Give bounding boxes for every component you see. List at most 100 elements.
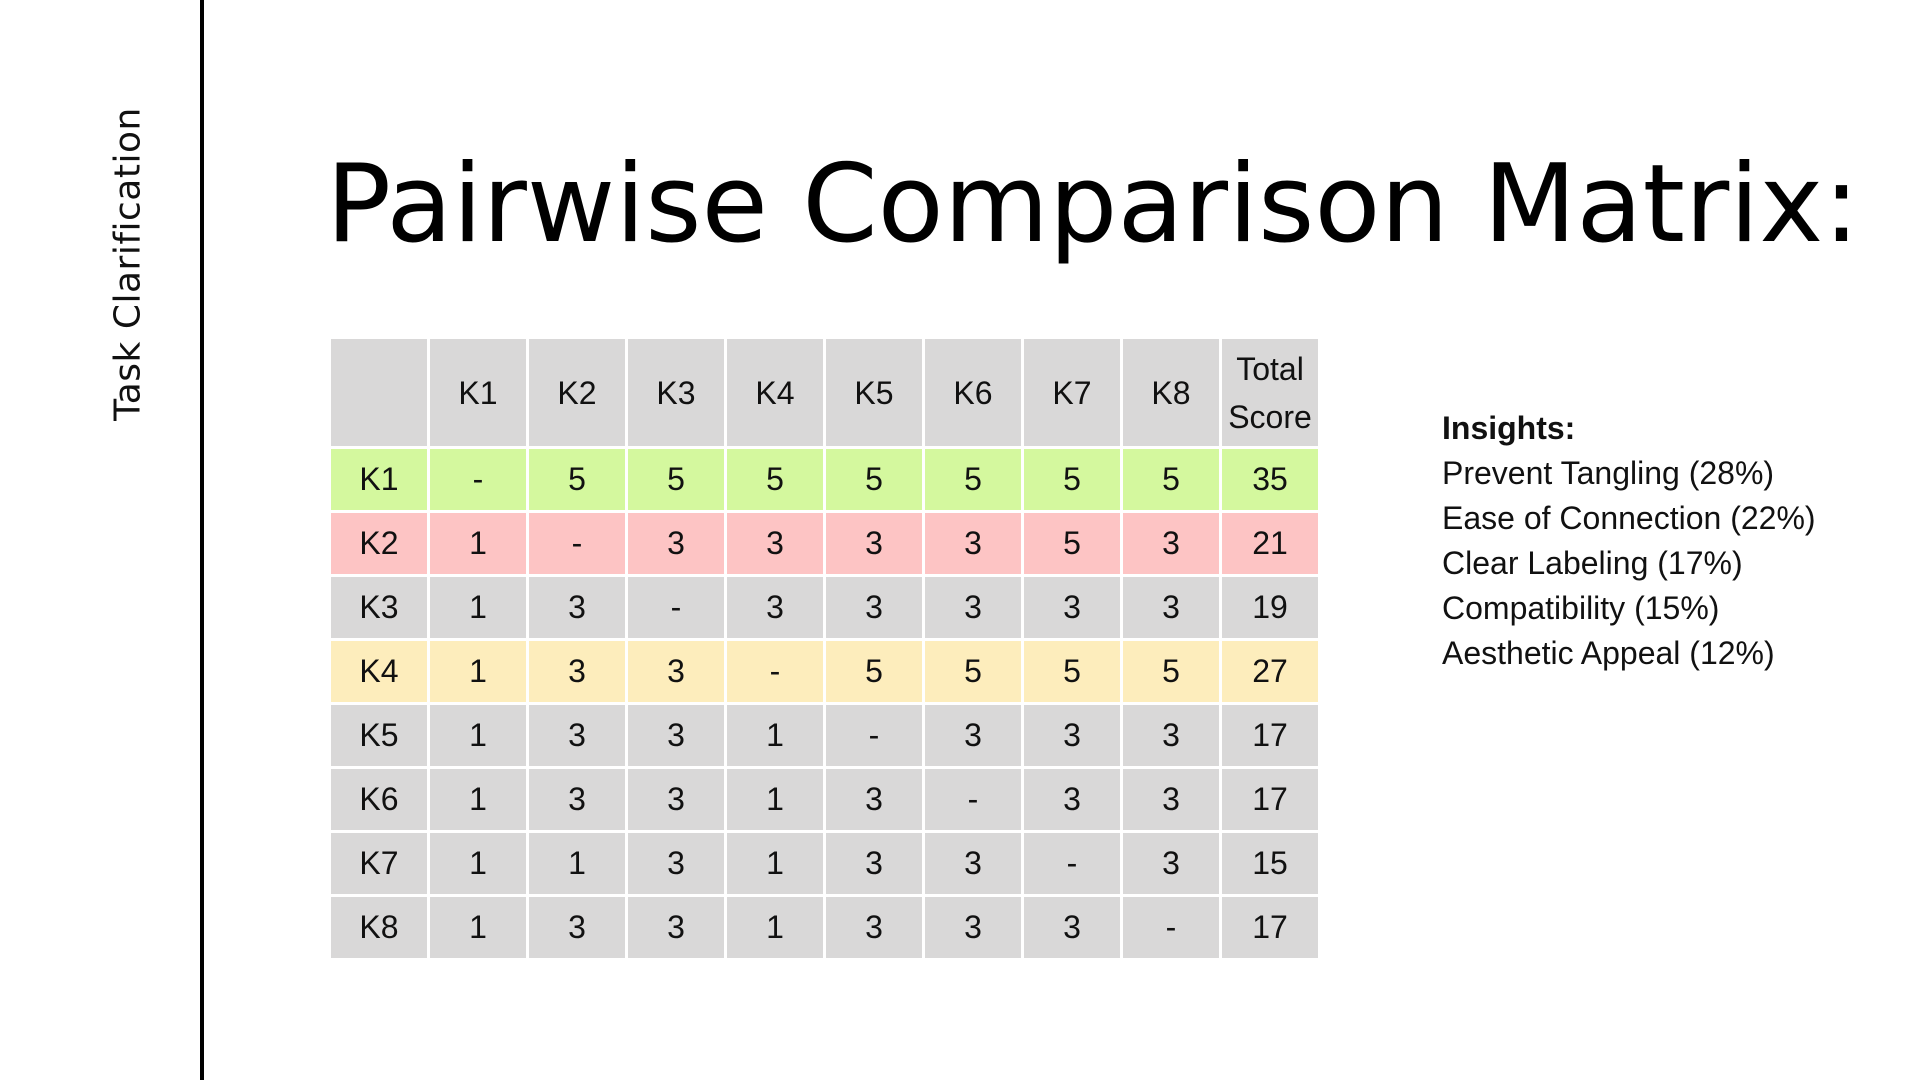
score-cell: 5 bbox=[922, 446, 1024, 513]
score-cell: - bbox=[625, 574, 727, 641]
matrix-row: K2 1-3 3 3 3 5 3 21 bbox=[328, 510, 1321, 577]
score-cell: 1 bbox=[724, 702, 826, 769]
score-cell: 1 bbox=[427, 894, 529, 961]
vertical-divider bbox=[200, 0, 204, 1080]
score-cell: 1 bbox=[427, 702, 529, 769]
score-cell: 3 bbox=[526, 638, 628, 705]
score-cell: 3 bbox=[1120, 510, 1222, 577]
score-cell: 3 bbox=[922, 894, 1024, 961]
score-cell: 1 bbox=[427, 766, 529, 833]
column-header: K7 bbox=[1021, 336, 1123, 449]
total-score-cell: 17 bbox=[1219, 894, 1321, 961]
column-header: K2 bbox=[526, 336, 628, 449]
score-cell: 3 bbox=[625, 510, 727, 577]
score-cell: 5 bbox=[1120, 638, 1222, 705]
score-cell: - bbox=[724, 638, 826, 705]
score-cell: 5 bbox=[922, 638, 1024, 705]
score-cell: 5 bbox=[1021, 510, 1123, 577]
score-cell: 3 bbox=[724, 510, 826, 577]
total-score-cell: 35 bbox=[1219, 446, 1321, 513]
score-cell: 3 bbox=[823, 510, 925, 577]
score-cell: 3 bbox=[1021, 702, 1123, 769]
total-score-cell: 17 bbox=[1219, 766, 1321, 833]
score-cell: 3 bbox=[922, 702, 1024, 769]
score-cell: 3 bbox=[823, 894, 925, 961]
score-cell: 5 bbox=[823, 638, 925, 705]
matrix-row: K4 1 3 3-5 5 5 5 27 bbox=[328, 638, 1321, 705]
insight-item: Ease of Connection (22%) bbox=[1442, 500, 1816, 536]
row-label: K4 bbox=[328, 638, 430, 705]
row-label: K3 bbox=[328, 574, 430, 641]
row-label: K1 bbox=[328, 446, 430, 513]
score-cell: 3 bbox=[1120, 830, 1222, 897]
score-cell: 1 bbox=[427, 510, 529, 577]
total-score-header: Total Score bbox=[1219, 336, 1321, 449]
insight-item: Aesthetic Appeal (12%) bbox=[1442, 635, 1775, 671]
score-cell: 5 bbox=[1021, 638, 1123, 705]
total-header-line1: Total bbox=[1236, 350, 1304, 387]
score-cell: 5 bbox=[1021, 446, 1123, 513]
score-cell: 3 bbox=[823, 830, 925, 897]
matrix-row: K1-5 5 5 5 5 5 5 35 bbox=[328, 446, 1321, 513]
score-cell: 3 bbox=[625, 702, 727, 769]
score-cell: 3 bbox=[1021, 766, 1123, 833]
score-cell: 5 bbox=[625, 446, 727, 513]
row-label: K7 bbox=[328, 830, 430, 897]
score-cell: 3 bbox=[1021, 574, 1123, 641]
score-cell: 3 bbox=[1120, 702, 1222, 769]
header-row: K1 K2 K3 K4 K5 K6 K7 K8 Total Score bbox=[328, 336, 1321, 449]
score-cell: 3 bbox=[625, 638, 727, 705]
total-header-line2: Score bbox=[1228, 398, 1312, 435]
score-cell: 1 bbox=[427, 638, 529, 705]
score-cell: 3 bbox=[625, 766, 727, 833]
score-cell: 3 bbox=[526, 894, 628, 961]
score-cell: - bbox=[526, 510, 628, 577]
row-label: K2 bbox=[328, 510, 430, 577]
score-cell: - bbox=[427, 446, 529, 513]
score-cell: 5 bbox=[724, 446, 826, 513]
insights-heading: Insights: bbox=[1442, 410, 1576, 446]
column-header: K3 bbox=[625, 336, 727, 449]
insight-item: Compatibility (15%) bbox=[1442, 590, 1720, 626]
score-cell: 1 bbox=[427, 574, 529, 641]
score-cell: 1 bbox=[724, 766, 826, 833]
column-header: K5 bbox=[823, 336, 925, 449]
score-cell: - bbox=[1120, 894, 1222, 961]
matrix-body: K1-5 5 5 5 5 5 5 35 K2 1-3 3 3 3 5 3 21 K3 1 3-3 3 3 3 3 19 K4 1 3… bbox=[328, 446, 1321, 961]
score-cell: 3 bbox=[922, 574, 1024, 641]
score-cell: 1 bbox=[526, 830, 628, 897]
score-cell: - bbox=[823, 702, 925, 769]
score-cell: 3 bbox=[922, 510, 1024, 577]
column-header: K4 bbox=[724, 336, 826, 449]
score-cell: 5 bbox=[1120, 446, 1222, 513]
insight-item: Prevent Tangling (28%) bbox=[1442, 455, 1775, 491]
score-cell: 3 bbox=[526, 766, 628, 833]
score-cell: 5 bbox=[823, 446, 925, 513]
score-cell: 1 bbox=[724, 830, 826, 897]
total-score-cell: 17 bbox=[1219, 702, 1321, 769]
matrix-row: K6 1 3 3 1 3-3 3 17 bbox=[328, 766, 1321, 833]
score-cell: 3 bbox=[526, 574, 628, 641]
matrix-row: K7 1 1 3 1 3 3-3 15 bbox=[328, 830, 1321, 897]
score-cell: 3 bbox=[526, 702, 628, 769]
score-cell: 5 bbox=[526, 446, 628, 513]
row-label: K5 bbox=[328, 702, 430, 769]
score-cell: 3 bbox=[922, 830, 1024, 897]
score-cell: - bbox=[1021, 830, 1123, 897]
page-title: Pairwise Comparison Matrix: bbox=[326, 142, 1860, 267]
score-cell: 3 bbox=[823, 766, 925, 833]
comparison-matrix: K1 K2 K3 K4 K5 K6 K7 K8 Total Score K1-5… bbox=[328, 336, 1321, 961]
column-header: K6 bbox=[922, 336, 1024, 449]
score-cell: 1 bbox=[427, 830, 529, 897]
row-label: K8 bbox=[328, 894, 430, 961]
column-header: K1 bbox=[427, 336, 529, 449]
score-cell: 3 bbox=[823, 574, 925, 641]
score-cell: 3 bbox=[625, 830, 727, 897]
insight-item: Clear Labeling (17%) bbox=[1442, 545, 1743, 581]
score-cell: 3 bbox=[625, 894, 727, 961]
insights-panel: Insights: Prevent Tangling (28%) Ease of… bbox=[1442, 406, 1816, 676]
corner-cell bbox=[328, 336, 430, 449]
score-cell: 3 bbox=[1120, 574, 1222, 641]
total-score-cell: 15 bbox=[1219, 830, 1321, 897]
score-cell: - bbox=[922, 766, 1024, 833]
